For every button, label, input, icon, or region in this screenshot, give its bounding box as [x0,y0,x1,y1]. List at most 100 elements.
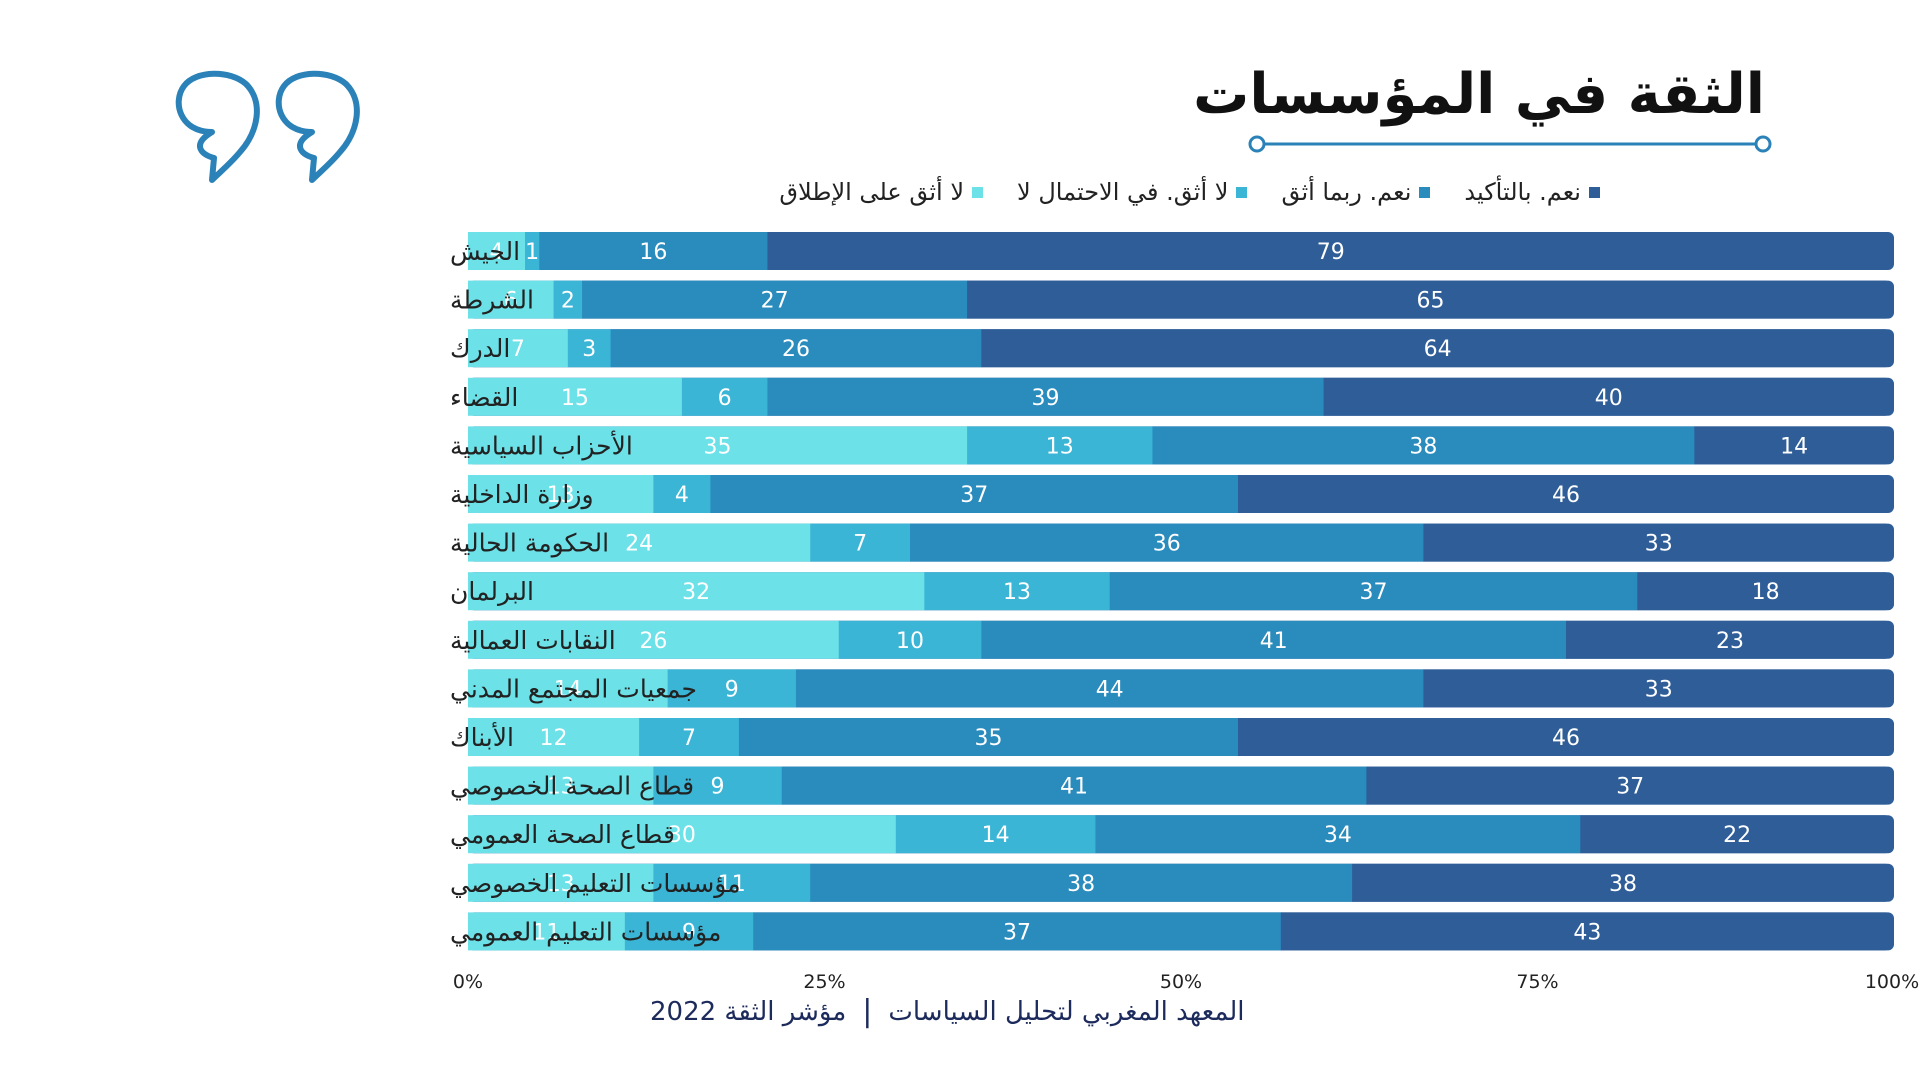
data-label: 15 [561,386,589,411]
data-label: 9 [725,677,739,702]
category-label: القضاء [450,383,518,412]
data-label: 35 [974,726,1002,751]
bar-segment [753,912,1282,951]
data-label: 7 [511,337,525,362]
data-label: 38 [1609,872,1637,897]
x-tick-label: 75% [1516,971,1558,993]
bar-segment [981,620,1567,659]
data-label: 46 [1552,483,1580,508]
data-label: 14 [554,677,582,702]
legend-swatch [1236,186,1248,198]
bar-segment [468,523,811,562]
data-label: 37 [1003,920,1031,945]
data-label: 40 [1595,386,1623,411]
legend-label: نعم. بالتأكيد [1464,178,1581,206]
bar-segment [468,329,569,368]
data-label: 65 [1417,289,1445,314]
data-label: 9 [682,920,696,945]
bar-segment [553,280,583,319]
bar-segment [1352,863,1886,902]
data-label: 43 [1573,920,1601,945]
bar-segment [810,863,1353,902]
data-label: 30 [668,823,696,848]
data-label: 13 [1003,580,1031,605]
category-label: الحكومة الحالية [450,529,609,558]
bar-segment [639,718,740,756]
bar-segment [468,863,654,902]
bar-segment [795,669,1424,708]
bar-segment [1152,426,1695,465]
bar-segment [1423,669,1886,708]
bar-segment [468,766,654,805]
bar-segment [1280,912,1886,951]
category-label: جمعيات المجتمع المدني [450,674,697,704]
data-label: 37 [960,483,988,508]
bar-segment [981,329,1886,368]
bar-segment [468,232,526,270]
bar-segment [681,377,768,416]
data-label: 2 [561,289,575,314]
data-label: 37 [1360,580,1388,605]
data-label: 7 [682,726,696,751]
bar-segment [653,863,811,902]
data-label: 27 [761,289,789,314]
data-label: 4 [490,240,504,265]
data-label: 26 [782,337,810,362]
x-tick-label: 100% [1865,971,1919,993]
legend-item: نعم. ربما أثق [1281,178,1431,206]
x-tick-label: 0% [453,971,483,993]
data-label: 14 [1780,434,1808,459]
data-label: 13 [1046,434,1074,459]
data-label: 6 [718,386,732,411]
bar-segment [468,572,925,611]
data-label: 32 [682,580,710,605]
page-title: الثقة في المؤسسات [1193,62,1765,127]
category-label: الدرك [450,334,510,363]
data-label: 41 [1260,629,1288,654]
bar-segment [653,766,783,805]
category-label: الجيش [450,237,520,266]
bar-segment [1366,766,1886,805]
bar-segment [838,620,982,659]
bar-segment [582,280,968,319]
bar-segment [667,669,797,708]
bar-segment [1238,718,1886,756]
data-label: 33 [1645,532,1673,557]
bar-segment [468,669,669,708]
bar-segment [967,426,1153,465]
data-label: 16 [639,240,667,265]
data-label: 33 [1645,677,1673,702]
bar-segment [1323,377,1886,416]
data-label: 23 [1716,629,1744,654]
data-label: 26 [639,629,667,654]
data-label: 79 [1317,240,1345,265]
bar-segment [767,377,1325,416]
data-label: 11 [532,920,560,945]
data-label: 46 [1552,726,1580,751]
data-label: 36 [1153,532,1181,557]
legend-label: لا أثق على الإطلاق [779,178,965,206]
bar-segment [539,232,768,270]
data-label: 35 [704,434,732,459]
data-label: 13 [547,775,575,800]
bar-segment [1566,620,1886,659]
data-label: 41 [1060,775,1088,800]
bar-segment [1637,572,1886,611]
bar-segment [1109,572,1638,611]
category-label: البرلمان [450,577,534,606]
category-label: قطاع الصحة الخصوصي [450,772,694,801]
data-label: 9 [711,775,725,800]
data-label: 38 [1409,434,1437,459]
data-label: 34 [1324,823,1352,848]
bar-segment [910,523,1424,562]
bar-segment [1423,523,1886,562]
bar-segment [468,377,683,416]
closing-quote-icon [175,70,360,183]
legend-swatch [1419,186,1431,198]
bar-segment [710,475,1239,513]
bar-segment [468,280,555,319]
chart-legend: نعم. بالتأكيد نعم. ربما أثق لا أثق. في الا… [779,178,1600,206]
legend-label: لا أثق. في الاحتمال لا [1017,178,1229,206]
data-label: 24 [625,532,653,557]
